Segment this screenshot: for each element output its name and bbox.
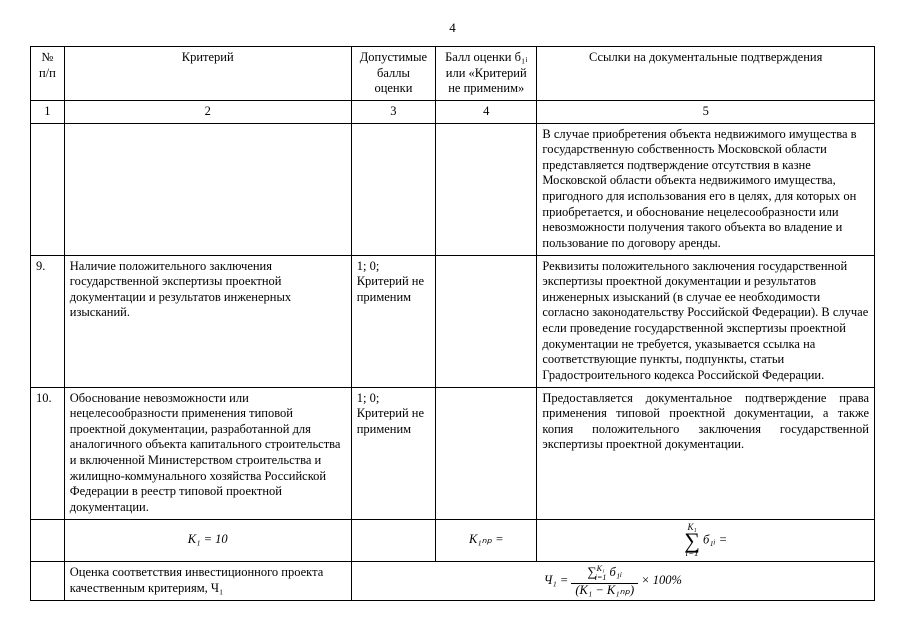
sigma-icon: K₁ ∑ i=1	[684, 523, 700, 559]
table-row: 10. Обоснование невозможности или нецеле…	[31, 387, 875, 519]
sum-cell: K₁ ∑ i=1 б₁ᵢ =	[537, 519, 875, 562]
sigma-symbol: ∑	[684, 532, 700, 550]
colnum-4: 4	[436, 100, 537, 123]
frac-top-right: б₁ᵢ	[610, 565, 623, 579]
ch1-formula-cell: Ч₁ = ∑K₁i=1 б₁ᵢ (K₁ − K₁ₙₚ) × 100%	[351, 562, 874, 601]
quality-label: Оценка соответствия инвестиционного прое…	[64, 562, 351, 601]
cell-score: 1; 0; Критерий не применим	[351, 387, 435, 519]
fraction-bot: (K₁ − K₁ₙₚ)	[571, 584, 638, 598]
empty-cell	[351, 519, 435, 562]
header-ball: Балл оценки б₁ᵢ или «Критерий не примени…	[436, 47, 537, 101]
frac-sigma-bot: i=1	[595, 573, 607, 582]
cell-num: 10.	[31, 387, 65, 519]
cell-num	[31, 123, 65, 255]
cell-num: 9.	[31, 255, 65, 387]
sigma-bot: i=1	[684, 549, 700, 558]
colnum-5: 5	[537, 100, 875, 123]
summary-row-1: K₁ = 10 K₁ₙₚ = K₁ ∑ i=1 б₁ᵢ =	[31, 519, 875, 562]
k1np-cell: K₁ₙₚ =	[436, 519, 537, 562]
frac-sigma-top: K₁	[597, 564, 605, 573]
cell-ref: В случае приобретения объекта недвижимог…	[537, 123, 875, 255]
header-criteria: Критерий	[64, 47, 351, 101]
cell-ref: Реквизиты положительного заключения госу…	[537, 255, 875, 387]
table-row: В случае приобретения объекта недвижимог…	[31, 123, 875, 255]
cell-ball	[436, 255, 537, 387]
cell-criteria: Обоснование невозможности или нецелесооб…	[64, 387, 351, 519]
cell-criteria	[64, 123, 351, 255]
cell-score: 1; 0; Критерий не применим	[351, 255, 435, 387]
empty-cell	[31, 562, 65, 601]
header-row: № п/п Критерий Допустимые баллы оценки Б…	[31, 47, 875, 101]
summary-row-2: Оценка соответствия инвестиционного прое…	[31, 562, 875, 601]
header-num: № п/п	[31, 47, 65, 101]
header-score: Допустимые баллы оценки	[351, 47, 435, 101]
colnum-2: 2	[64, 100, 351, 123]
table-row: 9. Наличие положительного заключения гос…	[31, 255, 875, 387]
ch1-left: Ч₁ =	[544, 573, 569, 587]
cell-ball	[436, 387, 537, 519]
fraction: ∑K₁i=1 б₁ᵢ (K₁ − K₁ₙₚ)	[571, 565, 638, 597]
fraction-top: ∑K₁i=1 б₁ᵢ	[571, 565, 638, 583]
k1-cell: K₁ = 10	[64, 519, 351, 562]
header-ref: Ссылки на документальные подтверждения	[537, 47, 875, 101]
criteria-table: № п/п Критерий Допустимые баллы оценки Б…	[30, 46, 875, 601]
cell-ball	[436, 123, 537, 255]
colnum-row: 1 2 3 4 5	[31, 100, 875, 123]
colnum-1: 1	[31, 100, 65, 123]
cell-criteria: Наличие положительного заключения госуда…	[64, 255, 351, 387]
empty-cell	[31, 519, 65, 562]
colnum-3: 3	[351, 100, 435, 123]
sigma-right: б₁ᵢ =	[703, 532, 727, 546]
cell-score	[351, 123, 435, 255]
times-text: × 100%	[641, 573, 682, 587]
page-number: 4	[30, 20, 875, 36]
cell-ref: Предоставляется документальное подтвержд…	[537, 387, 875, 519]
